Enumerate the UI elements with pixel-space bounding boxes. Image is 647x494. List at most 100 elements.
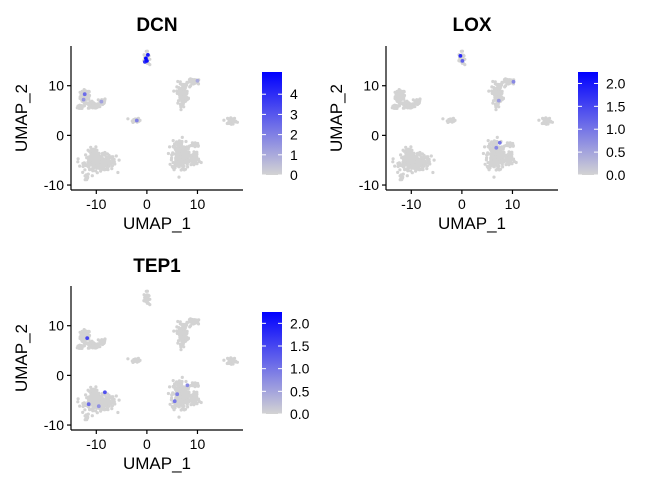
- cell-point: [177, 380, 181, 384]
- cell-point: [504, 156, 508, 160]
- cell-point: [97, 165, 101, 169]
- cell-point: [116, 410, 120, 415]
- cell-point: [171, 379, 175, 383]
- cell-point: [447, 118, 451, 122]
- cell-points: [75, 289, 239, 422]
- expression-point: [134, 118, 139, 123]
- cell-point: [135, 358, 139, 362]
- y-tick-label: -10: [44, 417, 64, 433]
- cell-point: [97, 156, 101, 160]
- cell-point: [177, 405, 181, 409]
- cell-point: [405, 174, 409, 178]
- cell-point: [405, 167, 409, 171]
- cell-point: [222, 358, 226, 362]
- cell-point: [116, 170, 120, 175]
- cell-point: [496, 102, 500, 106]
- cell-point: [179, 142, 184, 146]
- cell-point: [416, 163, 420, 167]
- cell-point: [186, 405, 190, 409]
- cell-point: [93, 395, 97, 399]
- cell-point: [187, 159, 191, 163]
- cell-point: [90, 414, 94, 418]
- cell-point: [537, 118, 541, 122]
- cell-point: [100, 392, 104, 396]
- x-tick-label: 0: [458, 196, 466, 212]
- cell-point: [89, 344, 94, 348]
- cell-point: [84, 403, 88, 408]
- cell-point: [412, 156, 416, 160]
- cell-point: [396, 95, 400, 99]
- cell-point: [175, 325, 179, 329]
- cell-point: [110, 167, 114, 171]
- cell-point: [485, 164, 489, 169]
- cell-point: [396, 164, 400, 169]
- cell-point: [78, 404, 82, 408]
- cell-point: [410, 104, 414, 108]
- cell-point: [399, 94, 403, 98]
- cell-point: [497, 90, 502, 94]
- cell-point: [78, 164, 82, 168]
- cell-point: [511, 157, 516, 161]
- cell-point: [166, 151, 170, 156]
- cell-point: [192, 141, 196, 145]
- cell-point: [188, 319, 192, 323]
- cell-point: [176, 101, 180, 105]
- cell-point: [81, 339, 85, 343]
- cell-point: [87, 342, 91, 346]
- cell-point: [95, 104, 99, 108]
- cell-point: [105, 165, 110, 169]
- cell-point: [402, 102, 406, 106]
- cell-point: [184, 392, 188, 396]
- cell-point: [409, 161, 413, 165]
- cell-point: [507, 141, 511, 145]
- cell-point: [175, 329, 179, 333]
- cell-point: [117, 158, 121, 162]
- cell-point: [76, 157, 80, 161]
- cell-point: [110, 407, 114, 411]
- cell-point: [112, 160, 116, 164]
- x-axis-label: UMAP_1: [123, 214, 191, 233]
- cell-point: [81, 410, 85, 414]
- cell-point: [494, 142, 499, 146]
- y-tick-label: -10: [359, 177, 379, 193]
- cell-points: [75, 49, 239, 182]
- cell-point: [193, 391, 197, 395]
- cell-point: [173, 142, 177, 146]
- cell-point: [171, 391, 175, 395]
- cell-point: [425, 164, 429, 168]
- cell-point: [490, 89, 494, 93]
- cell-point: [182, 94, 186, 98]
- cell-point: [514, 160, 518, 165]
- cell-point: [179, 382, 184, 386]
- cell-point: [87, 346, 91, 350]
- colorbar-tick-label: 1.5: [606, 98, 626, 114]
- cell-point: [496, 164, 500, 168]
- cell-point: [178, 160, 183, 164]
- colorbar: [262, 312, 282, 414]
- cell-point: [193, 156, 197, 160]
- cell-point: [196, 82, 201, 86]
- cell-point: [146, 301, 150, 305]
- cell-point: [126, 357, 130, 361]
- cell-point: [493, 160, 498, 164]
- cell-point: [176, 79, 180, 84]
- cell-point: [417, 166, 421, 170]
- cell-point: [422, 153, 426, 157]
- x-tick-label: -10: [86, 436, 106, 452]
- cell-point: [446, 120, 450, 124]
- cell-point: [89, 145, 93, 149]
- cell-point: [542, 121, 546, 126]
- cell-point: [193, 79, 197, 83]
- cell-point: [545, 119, 549, 123]
- cell-point: [195, 142, 199, 146]
- y-tick-label: 0: [371, 127, 379, 143]
- cell-point: [401, 148, 405, 152]
- cell-point: [396, 161, 400, 166]
- cell-point: [406, 151, 410, 156]
- cell-point: [94, 391, 98, 395]
- cell-point: [177, 397, 181, 401]
- cell-point: [500, 154, 504, 158]
- cell-point: [97, 396, 101, 400]
- cell-point: [227, 361, 231, 366]
- cell-point: [420, 165, 425, 169]
